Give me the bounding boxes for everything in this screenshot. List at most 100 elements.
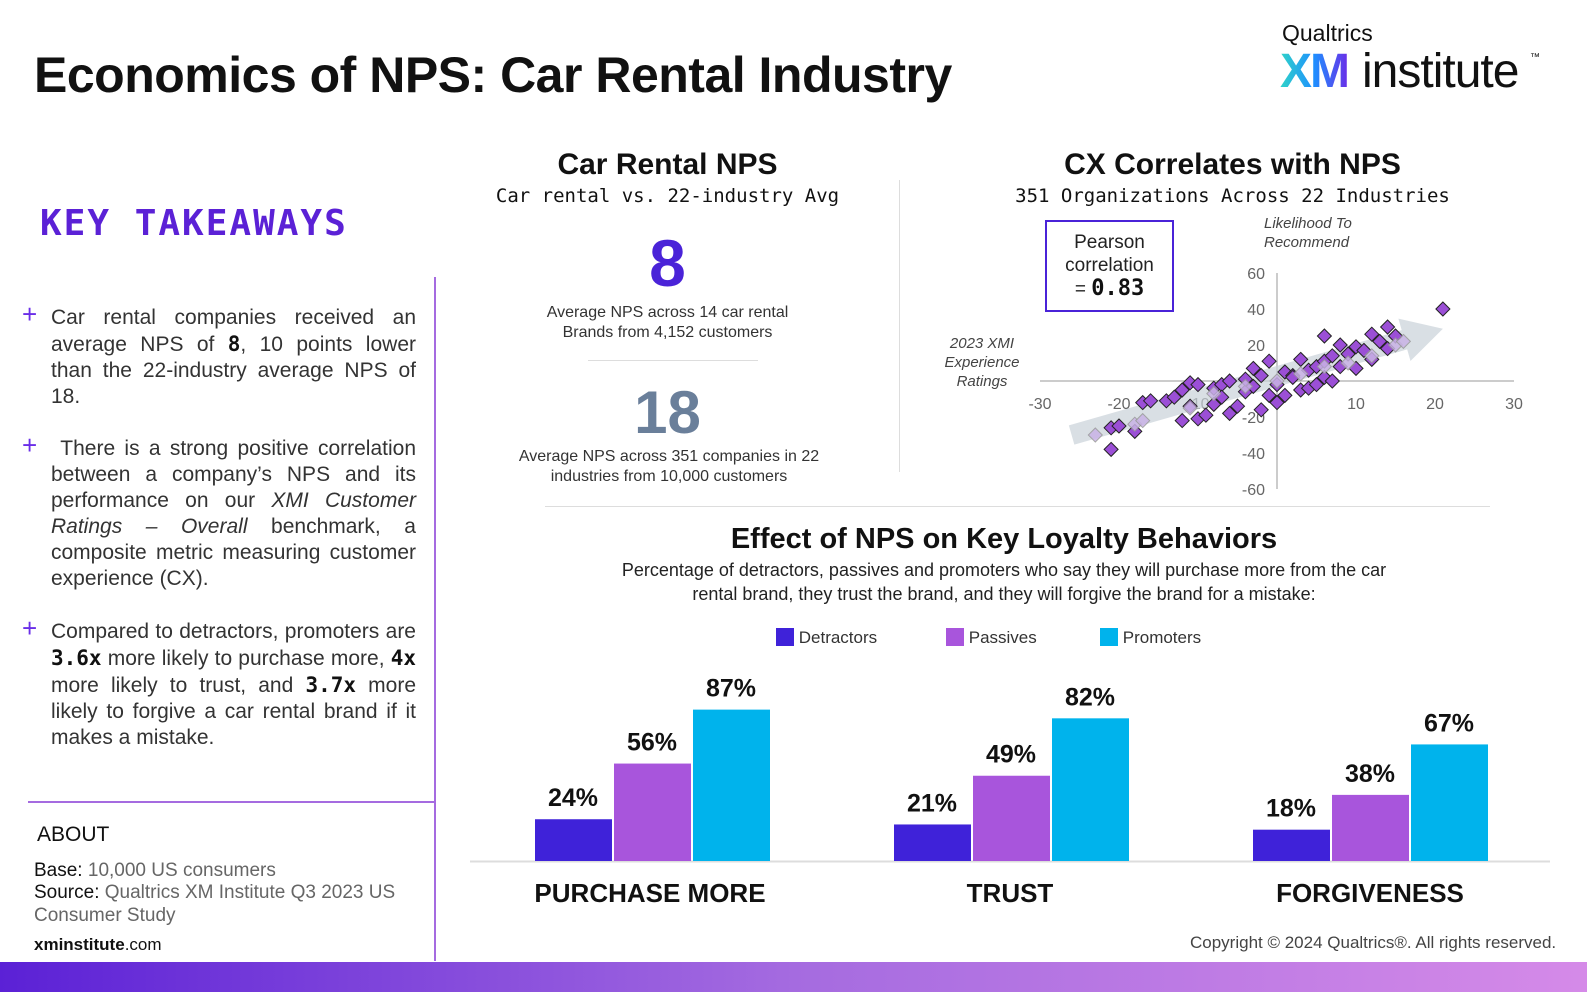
legend-detractors: Detractors xyxy=(776,628,877,648)
logo-institute: institute xyxy=(1362,45,1519,98)
bar-data-label: 21% xyxy=(907,789,957,817)
base-value: 10,000 US consumers xyxy=(82,860,276,881)
bar-data-label: 18% xyxy=(1266,795,1316,823)
bar-detractors xyxy=(1253,829,1330,861)
scatter-point-light xyxy=(1395,333,1412,350)
scatter-subtitle: 351 Organizations Across 22 Industries xyxy=(1015,185,1450,207)
y-tick-label: 20 xyxy=(1247,338,1265,355)
plus-icon: + xyxy=(22,613,38,643)
takeaway-1: + Car rental companies received an averag… xyxy=(22,301,416,410)
scatter-point xyxy=(1174,382,1190,398)
x-tick-label: 20 xyxy=(1426,396,1444,413)
bar-passives xyxy=(1332,794,1409,861)
scatter-point-light xyxy=(1087,427,1104,443)
bar-subtitle: Percentage of detractors, passives and p… xyxy=(621,560,1387,604)
category-label: FORGIVENESS xyxy=(1276,878,1464,908)
section-divider xyxy=(545,506,1490,507)
scatter-point xyxy=(1261,353,1277,369)
bar-data-label: 67% xyxy=(1424,709,1474,737)
scatter-point xyxy=(1245,360,1262,377)
scatter-point xyxy=(1316,328,1333,344)
scatter-point xyxy=(1277,387,1293,404)
scatter-point xyxy=(1229,398,1246,414)
nps-divider xyxy=(588,360,758,361)
bar-data-label: 49% xyxy=(986,741,1036,769)
scatter-point-light xyxy=(1269,373,1285,389)
y-tick-label: 40 xyxy=(1247,302,1265,319)
bar-passives xyxy=(973,775,1050,861)
pearson-line2: correlation xyxy=(1065,255,1154,276)
takeaway-3: + Compared to detractors, promoters are 3… xyxy=(22,615,416,751)
bar-data-label: 56% xyxy=(627,729,677,757)
takeaway-2: + There is a strong positive correlation… xyxy=(22,432,416,592)
bar-promoters xyxy=(1411,744,1488,861)
legend-label: Promoters xyxy=(1122,628,1202,647)
nps-subtitle: Car rental vs. 22-industry Avg xyxy=(495,185,840,207)
nps-industry-avg: 18 xyxy=(634,379,701,446)
takeaway-text: Car rental companies received an average… xyxy=(51,306,416,408)
takeaway-text: There is a strong positive correlation b… xyxy=(51,437,416,590)
nps-value-caption: Average NPS across 14 car rental Brands … xyxy=(546,304,789,341)
key-takeaways-heading: KEY TAKEAWAYS xyxy=(40,203,348,244)
base-label: Base: xyxy=(34,860,83,881)
site-link[interactable]: xminstitute.com xyxy=(34,935,162,955)
bar-detractors xyxy=(894,824,971,861)
y-tick-label: -40 xyxy=(1242,446,1265,463)
scatter-point xyxy=(1166,389,1183,405)
y-tick-label: 60 xyxy=(1247,266,1265,283)
scatter-point-light xyxy=(1292,366,1309,382)
divider-horizontal xyxy=(28,801,435,803)
scatter-xlabel: 2023 XMI Experience Ratings xyxy=(944,335,1020,390)
scatter-point xyxy=(1324,348,1341,364)
bar-data-label: 87% xyxy=(706,675,756,703)
scatter-point xyxy=(1371,333,1388,350)
about-heading: ABOUT xyxy=(37,823,110,846)
scatter-point-light xyxy=(1340,355,1356,371)
scatter-point xyxy=(1190,376,1206,393)
panel-divider xyxy=(899,180,900,472)
pearson-value: 0.83 xyxy=(1091,276,1145,301)
scatter-point xyxy=(1142,393,1159,409)
scatter-point xyxy=(1198,407,1214,423)
scatter-point xyxy=(1253,367,1269,384)
x-tick-label: -20 xyxy=(1107,396,1130,413)
x-tick-label: 10 xyxy=(1347,396,1365,413)
scatter-point xyxy=(1221,373,1238,389)
bar-data-label: 38% xyxy=(1345,760,1395,788)
legend-label: Passives xyxy=(968,628,1037,647)
legend-swatch xyxy=(776,628,794,646)
scatter-point xyxy=(1364,326,1380,342)
scatter-point xyxy=(1379,319,1396,335)
scatter-point xyxy=(1435,301,1451,317)
scatter-point xyxy=(1103,441,1119,458)
scatter-point xyxy=(1269,394,1285,411)
bar-promoters xyxy=(693,709,770,861)
site-bold: xminstitute xyxy=(34,935,125,954)
about-base: Base: 10,000 US consumers xyxy=(34,859,414,882)
legend-passives: Passives xyxy=(946,628,1037,648)
pearson-annotation: Pearson correlation = 0.83 xyxy=(1045,220,1174,312)
takeaway-text: Compared to detractors, promoters are 3.… xyxy=(51,620,416,749)
pearson-line1: Pearson xyxy=(1074,232,1145,253)
nps-title: Car Rental NPS xyxy=(557,148,778,181)
page-title: Economics of NPS: Car Rental Industry xyxy=(34,47,952,103)
scatter-point xyxy=(1332,337,1348,353)
scatter-point xyxy=(1221,405,1238,422)
bar-promoters xyxy=(1052,718,1129,861)
scatter-point-light xyxy=(1237,378,1254,395)
bar-passives xyxy=(614,763,691,861)
plus-icon: + xyxy=(22,430,38,460)
scatter-point-light xyxy=(1316,358,1333,375)
scatter-point-light xyxy=(1364,348,1380,364)
x-tick-label: -30 xyxy=(1028,396,1051,413)
bar-data-label: 24% xyxy=(548,784,598,812)
nps-value: 8 xyxy=(649,226,686,300)
scatter-point xyxy=(1261,387,1277,404)
source-label: Source: xyxy=(34,882,100,903)
legend-swatch xyxy=(946,628,964,646)
x-tick-label: 30 xyxy=(1505,396,1523,413)
about-source: Source: Qualtrics XM Institute Q3 2023 U… xyxy=(34,881,414,927)
scatter-point-light xyxy=(1134,412,1151,429)
y-tick-label: -60 xyxy=(1242,482,1265,499)
scatter-plot: -30-20-10102030604020-20-40-60 xyxy=(1028,266,1523,499)
